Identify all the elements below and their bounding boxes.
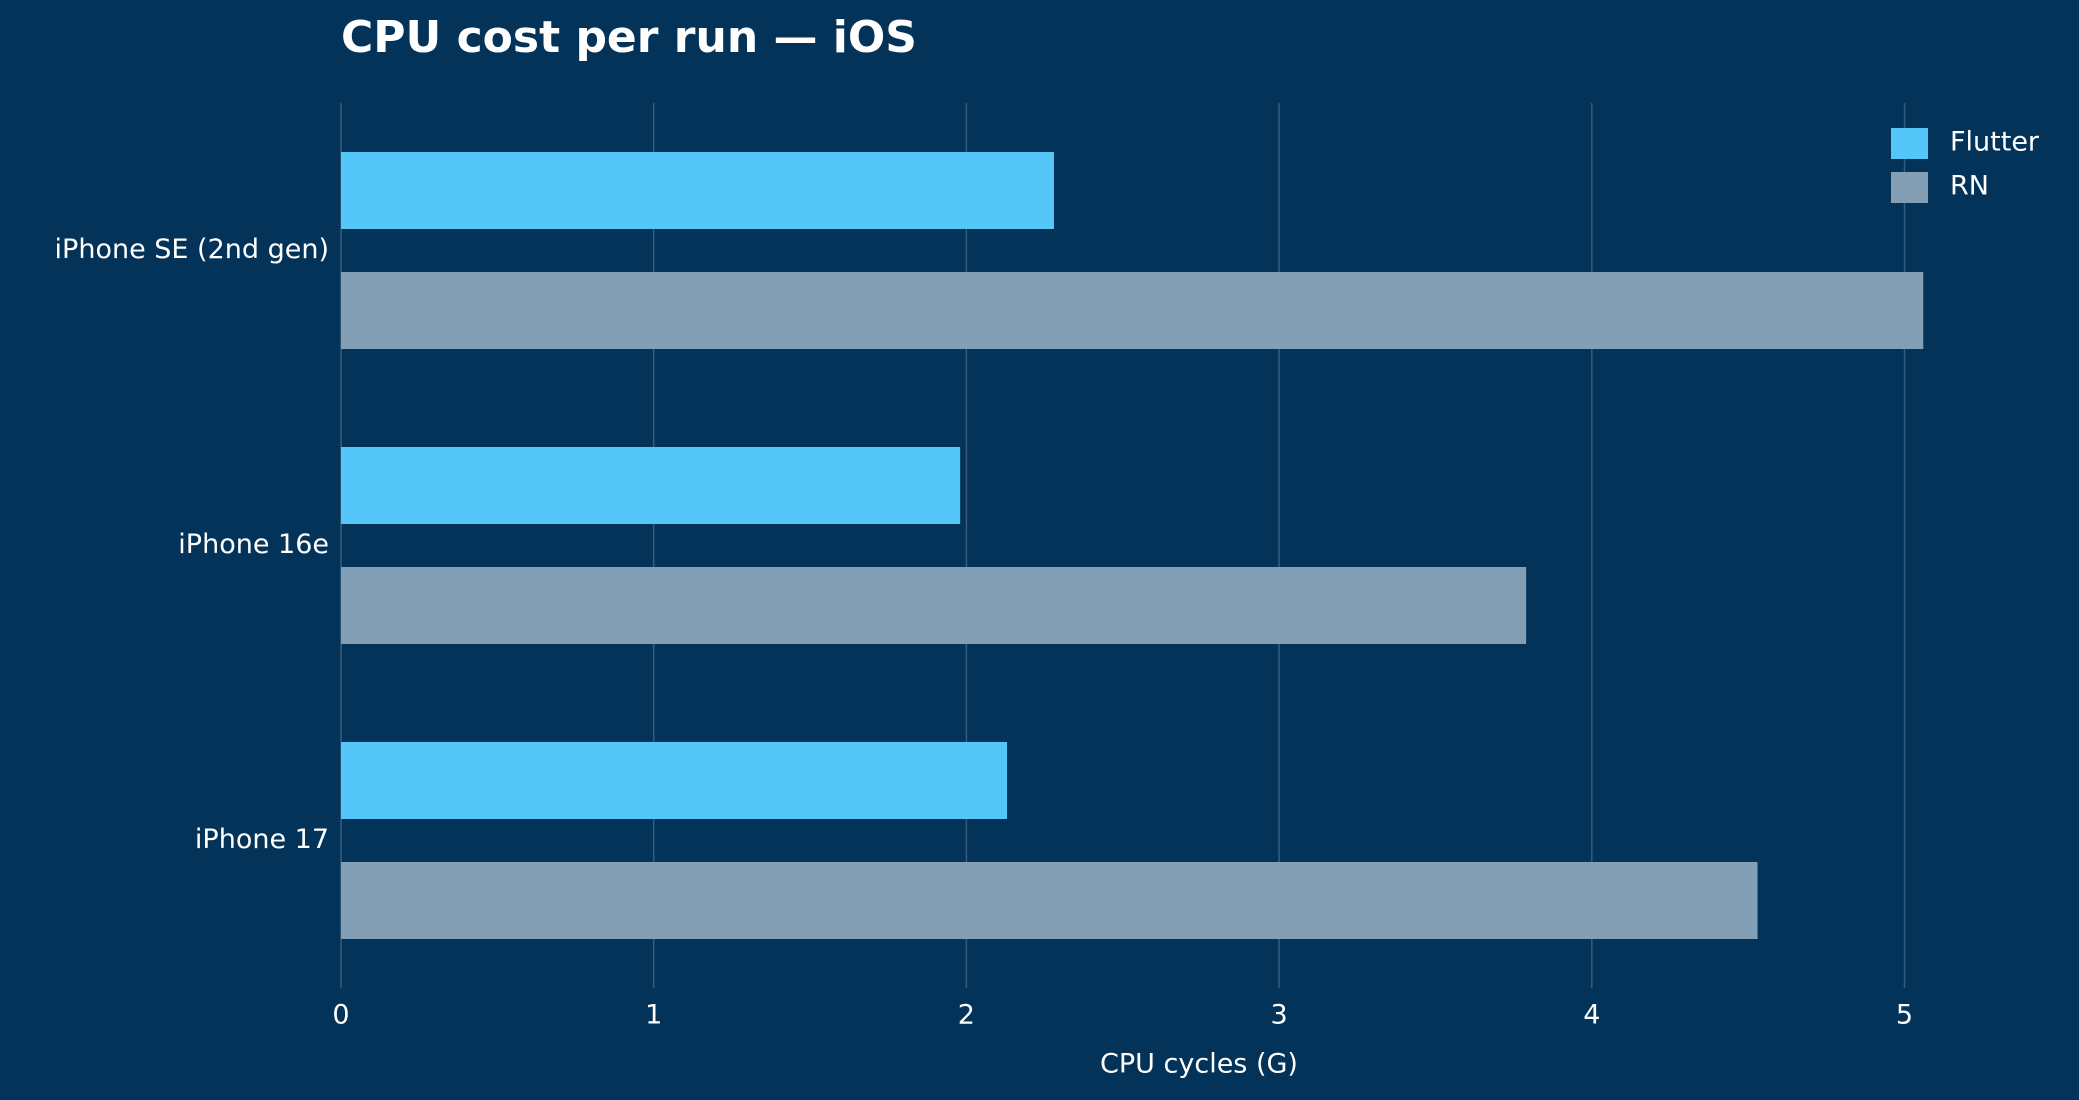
bar: [341, 272, 1924, 349]
x-tick-label: 4: [1583, 1000, 1600, 1031]
legend-label: Flutter: [1950, 127, 2040, 158]
bar: [341, 742, 1008, 819]
x-tick-label: 0: [332, 1000, 349, 1031]
x-tick-label: 3: [1271, 1000, 1288, 1031]
bar: [341, 567, 1527, 644]
chart-title: CPU cost per run — iOS: [341, 12, 917, 63]
bar: [341, 447, 961, 524]
y-tick-label: iPhone SE (2nd gen): [55, 234, 329, 265]
x-axis-label: CPU cycles (G): [1100, 1049, 1298, 1080]
x-tick-label: 1: [645, 1000, 662, 1031]
legend-label: RN: [1950, 171, 1989, 202]
y-tick-label: iPhone 17: [195, 824, 329, 855]
bar: [341, 862, 1758, 939]
legend-swatch: [1891, 128, 1928, 159]
x-tick-label: 2: [958, 1000, 975, 1031]
bar: [341, 152, 1054, 229]
y-tick-label: iPhone 16e: [178, 529, 329, 560]
x-tick-label: 5: [1896, 1000, 1913, 1031]
legend-swatch: [1891, 172, 1928, 203]
